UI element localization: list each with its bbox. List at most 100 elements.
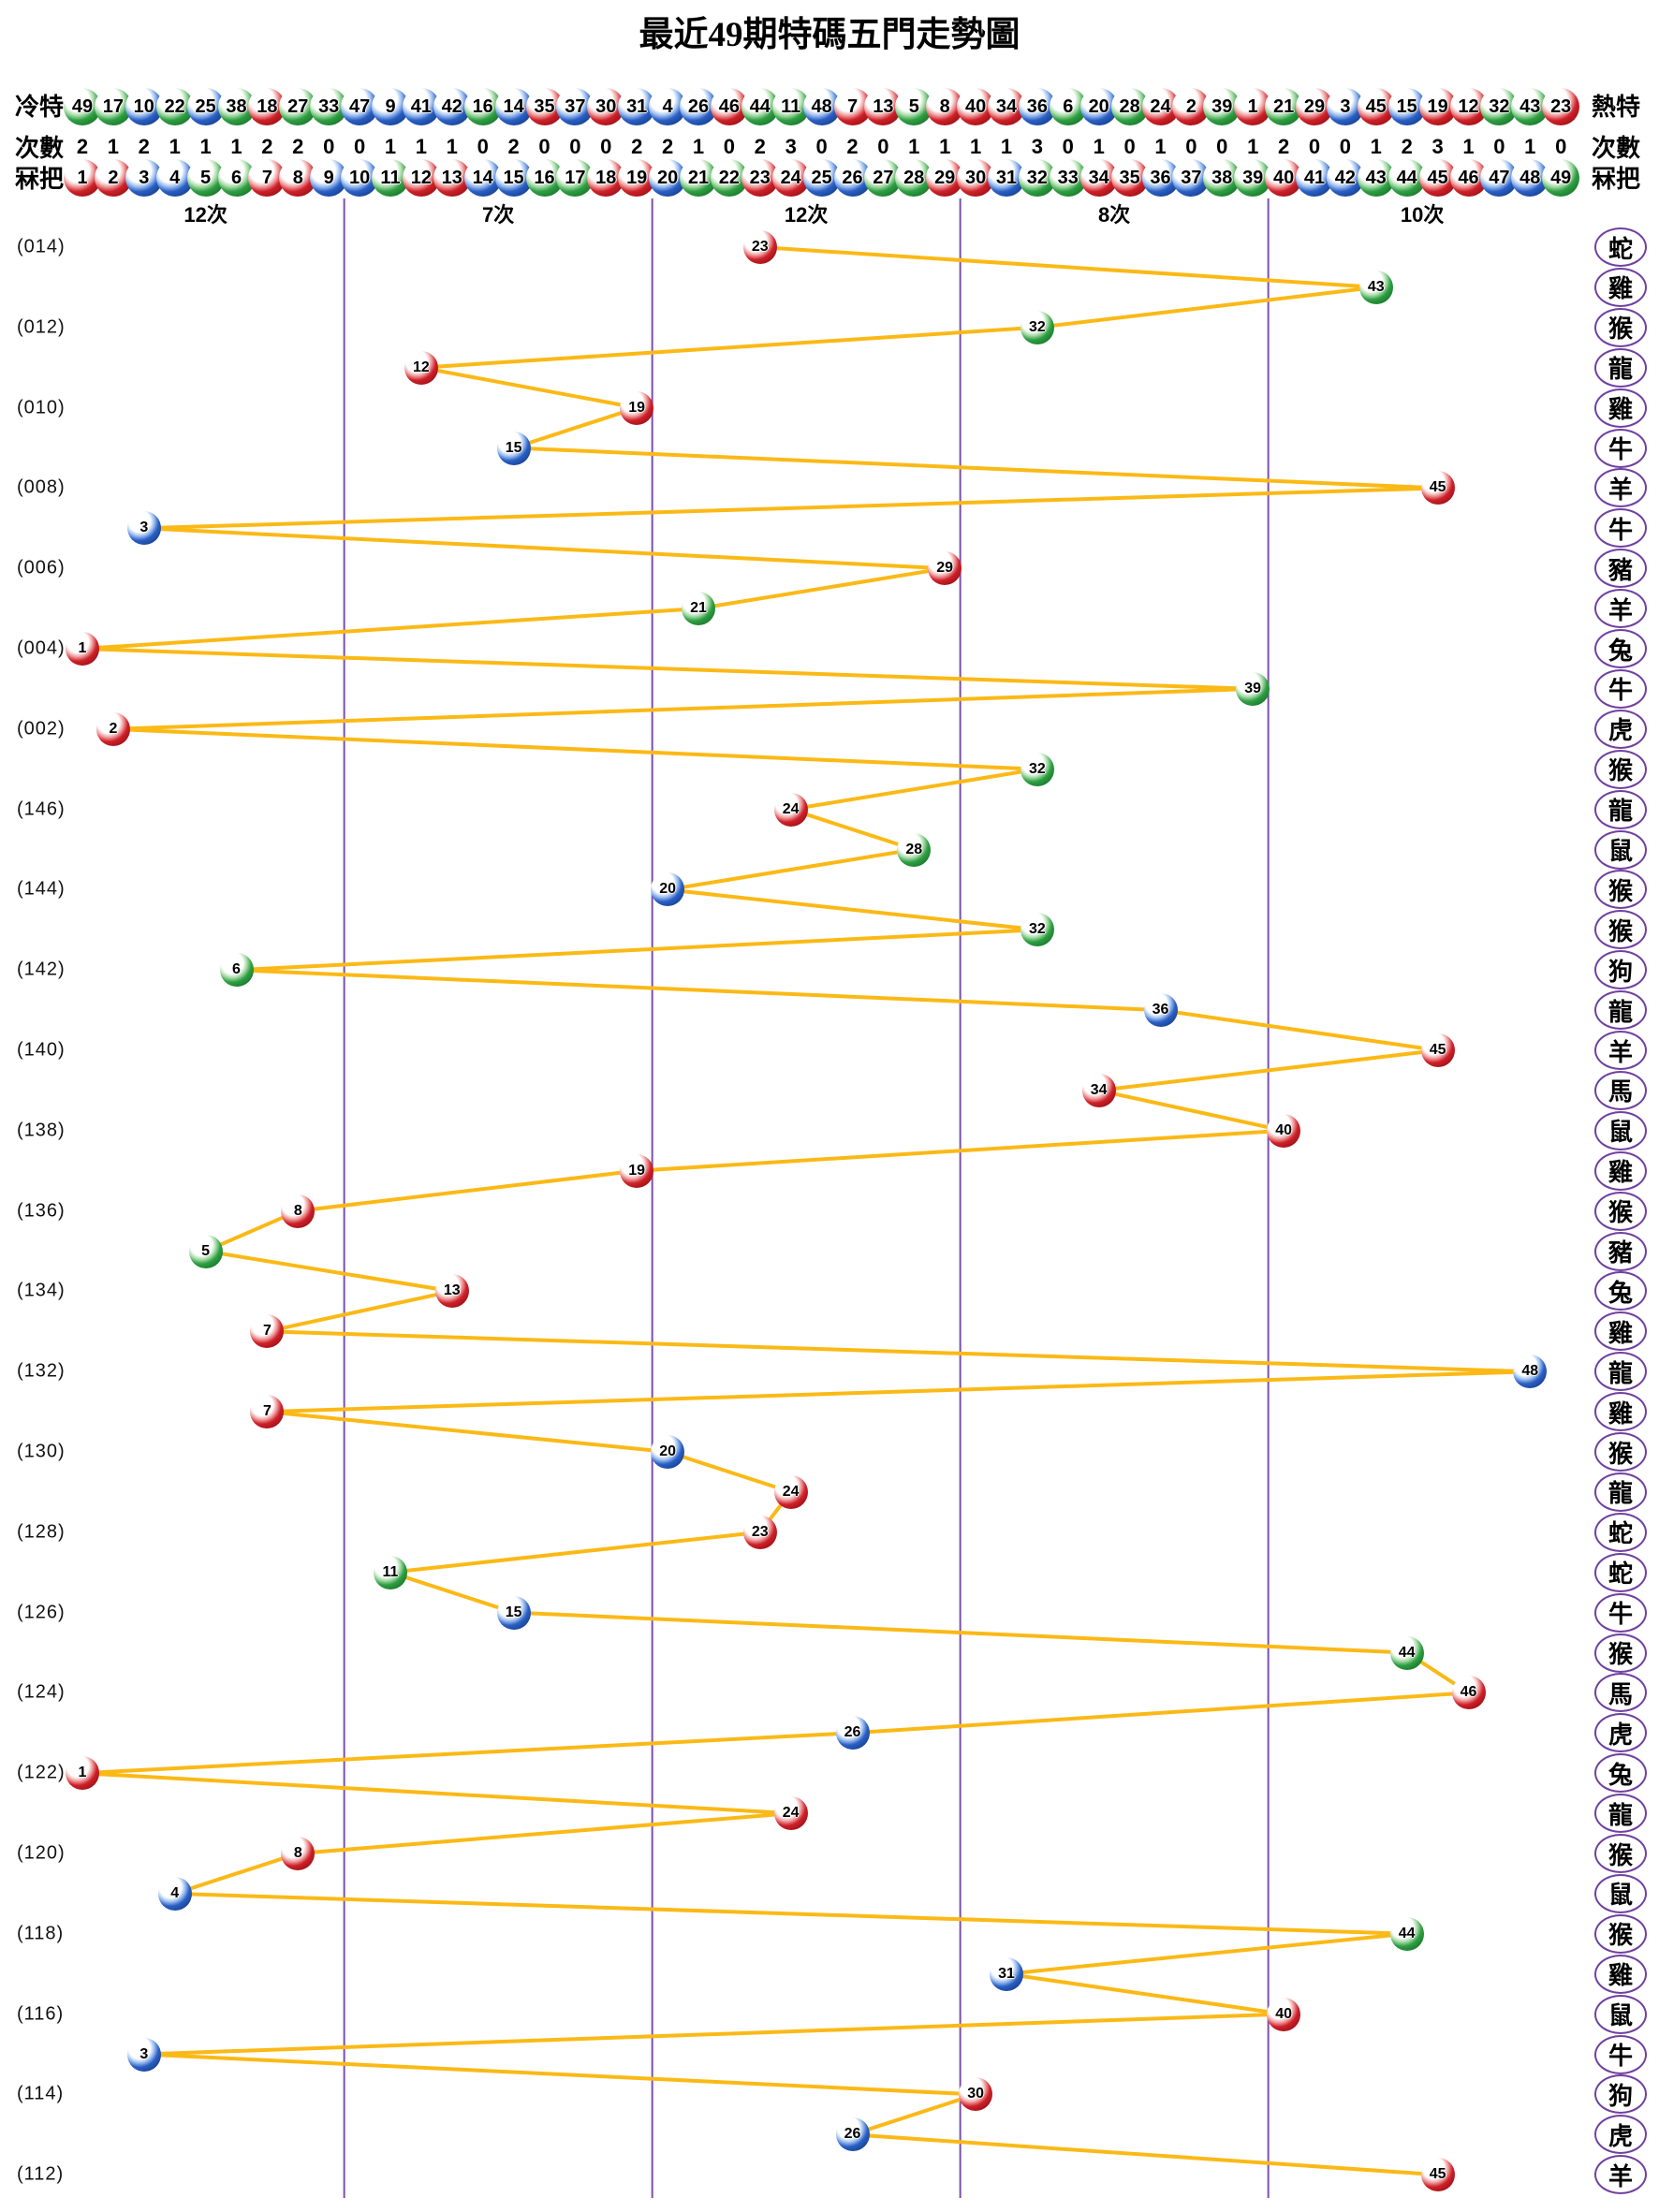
appearance-count: 2 <box>292 135 304 158</box>
number-ball: 10 <box>341 159 379 197</box>
number-ball: 36 <box>1141 159 1180 197</box>
number-ball: 31 <box>988 159 1025 197</box>
chart-ball: 5 <box>188 1234 223 1268</box>
period-label: (126) <box>17 1602 66 1623</box>
zodiac-badge: 猴 <box>1594 1913 1647 1954</box>
chart-ball: 32 <box>1020 913 1054 947</box>
gate-count-label: 12次 <box>184 203 228 227</box>
appearance-count: 0 <box>1216 135 1228 158</box>
zodiac-badge: 羊 <box>1594 2155 1647 2195</box>
appearance-count: 2 <box>1401 135 1413 158</box>
appearance-count: 0 <box>1185 135 1197 158</box>
gate-count-label: 7次 <box>482 203 515 227</box>
appearance-count: 3 <box>1431 135 1444 158</box>
chart-ball: 20 <box>651 872 685 907</box>
chart-ball: 45 <box>1420 1033 1455 1067</box>
zodiac-badge: 龍 <box>1594 1352 1647 1392</box>
number-ball: 21 <box>680 159 717 197</box>
zodiac-badge: 虎 <box>1594 2115 1647 2155</box>
cold-number-ball: 5 <box>895 88 933 125</box>
appearance-count: 0 <box>353 135 366 158</box>
chart-ball: 3 <box>126 2037 161 2072</box>
zodiac-badge: 豬 <box>1594 549 1647 589</box>
period-label: (006) <box>17 557 66 579</box>
cold-number-ball: 45 <box>1357 88 1395 125</box>
period-label: (128) <box>17 1521 66 1543</box>
period-label: (012) <box>17 316 66 338</box>
zodiac-badge: 蛇 <box>1594 1552 1647 1592</box>
zodiac-badge: 雞 <box>1594 1311 1647 1352</box>
period-label: (112) <box>17 2163 65 2185</box>
appearance-count: 1 <box>415 135 428 158</box>
period-label: (130) <box>17 1441 66 1462</box>
cold-row-label: 冷特 <box>15 93 65 121</box>
zodiac-badge: 猴 <box>1594 1834 1647 1873</box>
period-label: (136) <box>17 1200 66 1222</box>
period-label: (014) <box>17 236 66 257</box>
chart-ball: 19 <box>620 390 654 425</box>
cold-number-ball: 23 <box>1542 88 1580 125</box>
hot-row-label: 熱特 <box>1592 93 1641 121</box>
zodiac-badge: 羊 <box>1594 589 1647 629</box>
zodiac-badge: 羊 <box>1594 1031 1647 1070</box>
appearance-count: 2 <box>1277 135 1290 158</box>
chart-ball: 28 <box>897 832 932 867</box>
appearance-count: 0 <box>1493 135 1505 158</box>
appearance-count: 2 <box>261 135 273 158</box>
chart-ball: 20 <box>651 1435 685 1469</box>
appearance-count: 1 <box>1154 135 1167 158</box>
number-ball: 27 <box>864 159 903 197</box>
number-row-label-right: 冧把 <box>1592 165 1641 193</box>
zodiac-badge: 牛 <box>1594 1592 1647 1633</box>
appearance-count: 2 <box>754 135 766 158</box>
cold-number-ball: 26 <box>680 88 717 125</box>
period-label: (120) <box>17 1842 66 1864</box>
period-label: (146) <box>17 798 66 820</box>
zodiac-badge: 龍 <box>1594 1794 1647 1834</box>
number-ball: 30 <box>957 159 995 197</box>
chart-ball: 19 <box>620 1153 654 1188</box>
appearance-count: 0 <box>815 135 828 158</box>
chart-ball: 4 <box>157 1876 192 1911</box>
zodiac-badge: 狗 <box>1594 2074 1647 2115</box>
chart-ball: 8 <box>281 1194 316 1228</box>
number-ball: 9 <box>310 159 348 197</box>
number-ball: 23 <box>741 159 779 197</box>
chart-ball: 11 <box>374 1555 407 1589</box>
zodiac-badge: 龍 <box>1594 1472 1647 1512</box>
period-label: (002) <box>17 718 66 740</box>
appearance-count: 0 <box>1123 135 1136 158</box>
chart-ball: 40 <box>1267 1113 1301 1148</box>
appearance-count: 0 <box>1339 135 1352 158</box>
chart-ball: 21 <box>682 592 715 626</box>
zodiac-badge: 龍 <box>1594 789 1647 829</box>
count-row-label-left: 次數 <box>15 134 65 162</box>
appearance-count: 1 <box>1370 135 1382 158</box>
chart-ball: 6 <box>219 953 254 988</box>
number-ball: 17 <box>556 159 595 197</box>
appearance-count: 2 <box>138 135 150 158</box>
appearance-count: 1 <box>939 135 951 158</box>
cold-number-ball: 33 <box>310 88 348 125</box>
appearance-count: 2 <box>661 135 674 158</box>
zodiac-badge: 鼠 <box>1594 1994 1647 2034</box>
zodiac-badge: 虎 <box>1594 1713 1647 1753</box>
appearance-count: 1 <box>446 135 458 158</box>
zodiac-badge: 牛 <box>1594 2034 1647 2074</box>
gate-count-label: 10次 <box>1400 203 1445 227</box>
zodiac-badge: 豬 <box>1594 1231 1647 1271</box>
number-ball: 47 <box>1480 159 1519 197</box>
number-ball: 34 <box>1079 159 1118 197</box>
zodiac-badge: 猴 <box>1594 1191 1647 1231</box>
period-label: (004) <box>17 637 66 659</box>
zodiac-badge: 牛 <box>1594 508 1647 549</box>
chart-ball: 32 <box>1020 752 1054 786</box>
number-ball: 42 <box>1326 159 1364 197</box>
zodiac-badge: 羊 <box>1594 468 1647 508</box>
chart-ball: 12 <box>404 350 438 385</box>
appearance-count: 1 <box>1093 135 1105 158</box>
appearance-count: 0 <box>538 135 551 158</box>
cold-number-ball: 6 <box>1049 88 1087 125</box>
number-ball: 32 <box>1018 159 1056 197</box>
appearance-count: 2 <box>846 135 859 158</box>
